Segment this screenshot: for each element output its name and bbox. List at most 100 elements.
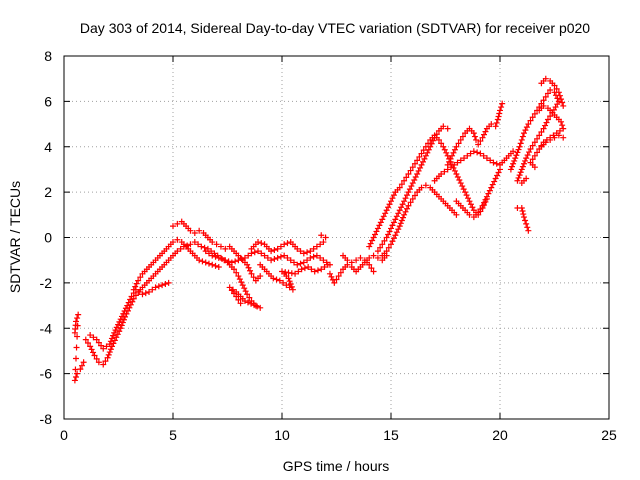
data-point: [373, 228, 380, 235]
data-point: [383, 234, 390, 241]
data-point: [324, 261, 331, 268]
data-point: [555, 132, 562, 139]
data-point: [522, 127, 529, 134]
data-point: [556, 127, 563, 134]
x-tick-label: 5: [169, 427, 177, 443]
y-tick-label: -8: [40, 411, 53, 427]
data-point: [244, 299, 251, 306]
data-point: [281, 252, 288, 259]
data-point: [459, 133, 466, 140]
data-point: [531, 164, 538, 171]
data-point: [422, 152, 429, 159]
data-point: [310, 245, 317, 252]
data-point: [466, 198, 473, 205]
data-point: [385, 231, 392, 238]
data-point: [170, 239, 176, 246]
data-point: [372, 231, 379, 238]
data-point: [199, 258, 206, 265]
data-point: [225, 258, 232, 265]
data-point: [235, 273, 242, 280]
data-point: [307, 248, 314, 255]
data-point: [326, 270, 333, 277]
chart-title: Day 303 of 2014, Sidereal Day-to-day VTE…: [80, 20, 590, 36]
data-point: [523, 124, 530, 131]
series-arc-j: [326, 252, 390, 286]
data-point: [87, 332, 94, 339]
data-point: [414, 170, 421, 177]
series-arc-u: [538, 132, 567, 150]
data-point: [217, 243, 224, 250]
data-point: [381, 237, 388, 244]
data-point: [377, 219, 384, 226]
data-point: [152, 284, 159, 291]
data-point: [519, 208, 526, 215]
data-point: [72, 374, 79, 381]
series-arc-p: [431, 148, 517, 184]
data-point: [239, 282, 246, 289]
data-point: [418, 184, 425, 191]
data-point: [408, 183, 415, 190]
data-point: [93, 336, 100, 343]
data-point: [517, 140, 524, 147]
y-tick-label: 6: [44, 93, 52, 109]
data-point: [292, 270, 299, 277]
data-point: [386, 228, 393, 235]
data-point: [284, 240, 291, 247]
data-point: [456, 177, 463, 184]
data-point: [443, 149, 450, 156]
data-point: [159, 282, 166, 289]
data-point: [480, 152, 487, 159]
data-point: [457, 180, 464, 187]
data-point: [118, 313, 125, 320]
data-point: [390, 192, 397, 199]
data-point: [90, 334, 97, 341]
data-point: [559, 122, 566, 129]
data-point: [357, 254, 364, 261]
data-point: [525, 121, 532, 128]
data-point: [328, 273, 335, 280]
data-point: [379, 216, 386, 223]
data-point: [132, 283, 139, 290]
data-point: [536, 132, 543, 139]
data-point: [494, 116, 501, 123]
data-point: [139, 291, 146, 298]
data-point: [449, 152, 456, 159]
data-point: [451, 146, 458, 153]
data-point: [241, 254, 248, 261]
series-arc-m: [379, 182, 460, 259]
data-point: [290, 259, 297, 266]
data-point: [515, 146, 522, 153]
data-point: [438, 140, 445, 147]
data-point: [457, 136, 464, 143]
series-arc-g: [202, 248, 333, 268]
data-point: [451, 161, 458, 168]
data-point: [490, 159, 497, 166]
x-tick-label: 25: [601, 427, 617, 443]
data-point: [447, 155, 454, 162]
data-point: [417, 164, 424, 171]
data-point: [488, 121, 495, 128]
data-point: [487, 157, 494, 164]
x-tick-label: 20: [492, 427, 508, 443]
data-point: [407, 167, 414, 174]
data-point: [392, 232, 399, 239]
data-point: [386, 201, 393, 208]
data-point: [209, 261, 216, 268]
data-point: [120, 310, 127, 317]
data-point: [374, 248, 381, 255]
series-arc-v: [514, 205, 532, 234]
data-point: [424, 149, 431, 156]
data-point: [108, 335, 115, 342]
data-point: [255, 239, 262, 246]
data-point: [294, 245, 301, 252]
series-arc-b: [82, 241, 194, 368]
data-point: [320, 257, 327, 264]
data-point: [482, 128, 489, 135]
data-point: [205, 250, 212, 257]
data-point: [475, 209, 482, 216]
data-point: [283, 282, 290, 289]
data-point: [219, 256, 226, 263]
data-point: [113, 334, 120, 341]
series-arc-s: [527, 102, 567, 171]
data-point: [380, 213, 387, 220]
